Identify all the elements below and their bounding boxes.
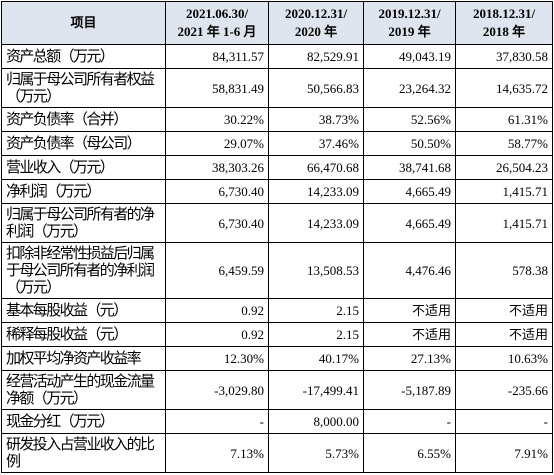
value-cell: 不适用 <box>363 298 456 323</box>
value-cell: 不适用 <box>455 322 553 347</box>
row-label: 研发投入占营业收入的比例 <box>1 433 166 473</box>
value-cell: 61.31% <box>455 107 553 132</box>
value-cell: 4,665.49 <box>363 203 456 243</box>
value-cell: 7.13% <box>165 433 269 473</box>
value-cell: 6,730.40 <box>165 179 269 204</box>
value-cell: - <box>165 409 269 434</box>
value-cell: 58.77% <box>455 131 553 156</box>
table-row: 研发投入占营业收入的比例 7.13% 5.73% 6.55% 7.91% <box>1 433 553 473</box>
value-cell: 不适用 <box>455 298 553 323</box>
header-cell: 2020.12.31/ 2020 年 <box>268 1 364 45</box>
value-cell: 52.56% <box>363 107 456 132</box>
value-cell: 6,459.59 <box>165 242 269 299</box>
value-cell: 8,000.00 <box>268 409 364 434</box>
row-label: 扣除非经常性损益后归属于母公司所有者的净利润（万元） <box>1 242 166 299</box>
value-cell: -5,187.89 <box>363 370 456 410</box>
value-cell: -3,029.80 <box>165 370 269 410</box>
value-cell: 50.50% <box>363 131 456 156</box>
value-cell: 30.22% <box>165 107 269 132</box>
value-cell: 4,476.46 <box>363 242 456 299</box>
table-row: 资产负债率（母公司） 29.07% 37.46% 50.50% 58.77% <box>1 131 553 156</box>
row-label: 净利润（万元） <box>1 179 166 204</box>
row-label: 归属于母公司所有者的净利润（万元） <box>1 203 166 243</box>
value-cell: 不适用 <box>363 322 456 347</box>
value-cell: 23,264.32 <box>363 68 456 108</box>
value-cell: 14,233.09 <box>268 203 364 243</box>
row-label: 现金分红（万元） <box>1 409 166 434</box>
header-row: 项目 2021.06.30/ 2021 年 1-6 月 2020.12.31/ 20… <box>1 1 553 45</box>
value-cell: 10.63% <box>455 346 553 371</box>
value-cell: 14,635.72 <box>455 68 553 108</box>
value-cell: 5.73% <box>268 433 364 473</box>
table-row: 资产负债率（合并） 30.22% 38.73% 52.56% 61.31% <box>1 107 553 132</box>
value-cell: 13,508.53 <box>268 242 364 299</box>
value-cell: 6.55% <box>363 433 456 473</box>
value-cell: 27.13% <box>363 346 456 371</box>
value-cell: 38.73% <box>268 107 364 132</box>
value-cell: 2.15 <box>268 322 364 347</box>
table-row: 营业收入（万元） 38,303.26 66,470.68 38,741.68 26,50… <box>1 155 553 180</box>
value-cell: 2.15 <box>268 298 364 323</box>
row-label: 基本每股收益（元） <box>1 298 166 323</box>
row-label: 资产负债率（合并） <box>1 107 166 132</box>
table-row: 稀释每股收益（元） 0.92 2.15 不适用 不适用 <box>1 322 553 347</box>
row-label: 营业收入（万元） <box>1 155 166 180</box>
header-cell: 2021.06.30/ 2021 年 1-6 月 <box>165 1 269 45</box>
value-cell: 49,043.19 <box>363 44 456 69</box>
value-cell: 82,529.91 <box>268 44 364 69</box>
value-cell: 66,470.68 <box>268 155 364 180</box>
table-row: 扣除非经常性损益后归属于母公司所有者的净利润（万元） 6,459.59 13,508… <box>1 242 553 299</box>
value-cell: 7.91% <box>455 433 553 473</box>
row-label: 稀释每股收益（元） <box>1 322 166 347</box>
header-cell: 2018.12.31/ 2018 年 <box>455 1 553 45</box>
value-cell: 4,665.49 <box>363 179 456 204</box>
value-cell: 37.46% <box>268 131 364 156</box>
value-cell: 578.38 <box>455 242 553 299</box>
table-row: 基本每股收益（元） 0.92 2.15 不适用 不适用 <box>1 298 553 323</box>
value-cell: 38,303.26 <box>165 155 269 180</box>
row-label: 资产总额（万元） <box>1 44 166 69</box>
value-cell: 1,415.71 <box>455 203 553 243</box>
table-row: 加权平均净资产收益率 12.30% 40.17% 27.13% 10.63% <box>1 346 553 371</box>
value-cell: -235.66 <box>455 370 553 410</box>
value-cell: - <box>363 409 456 434</box>
row-label: 归属于母公司所有者权益（万元） <box>1 68 166 108</box>
table-row: 净利润（万元） 6,730.40 14,233.09 4,665.49 1,415.71 <box>1 179 553 204</box>
header-cell: 项目 <box>1 1 166 45</box>
value-cell: 12.30% <box>165 346 269 371</box>
value-cell: 29.07% <box>165 131 269 156</box>
header-cell: 2019.12.31/ 2019 年 <box>363 1 456 45</box>
value-cell: 14,233.09 <box>268 179 364 204</box>
row-label: 资产负债率（母公司） <box>1 131 166 156</box>
value-cell: 58,831.49 <box>165 68 269 108</box>
value-cell: 1,415.71 <box>455 179 553 204</box>
value-cell: 0.92 <box>165 322 269 347</box>
value-cell: -17,499.41 <box>268 370 364 410</box>
value-cell: 40.17% <box>268 346 364 371</box>
value-cell: 38,741.68 <box>363 155 456 180</box>
value-cell: 6,730.40 <box>165 203 269 243</box>
table-row: 现金分红（万元） -8,000.00- - <box>1 409 553 434</box>
row-label: 加权平均净资产收益率 <box>1 346 166 371</box>
value-cell: 37,830.58 <box>455 44 553 69</box>
table-row: 归属于母公司所有者的净利润（万元） 6,730.40 14,233.09 4,665.… <box>1 203 553 243</box>
value-cell: 26,504.23 <box>455 155 553 180</box>
value-cell: 0.92 <box>165 298 269 323</box>
value-cell: - <box>455 409 553 434</box>
table-row: 资产总额（万元） 84,311.57 82,529.91 49,043.19 37,83… <box>1 44 553 69</box>
value-cell: 84,311.57 <box>165 44 269 69</box>
row-label: 经营活动产生的现金流量净额（万元） <box>1 370 166 410</box>
table-row: 经营活动产生的现金流量净额（万元） -3,029.80 -17,499.41 -5,1… <box>1 370 553 410</box>
value-cell: 50,566.83 <box>268 68 364 108</box>
table-row: 归属于母公司所有者权益（万元） 58,831.49 50,566.83 23,264.… <box>1 68 553 108</box>
table-body: 资产总额（万元） 84,311.57 82,529.91 49,043.19 37,83… <box>1 44 553 473</box>
